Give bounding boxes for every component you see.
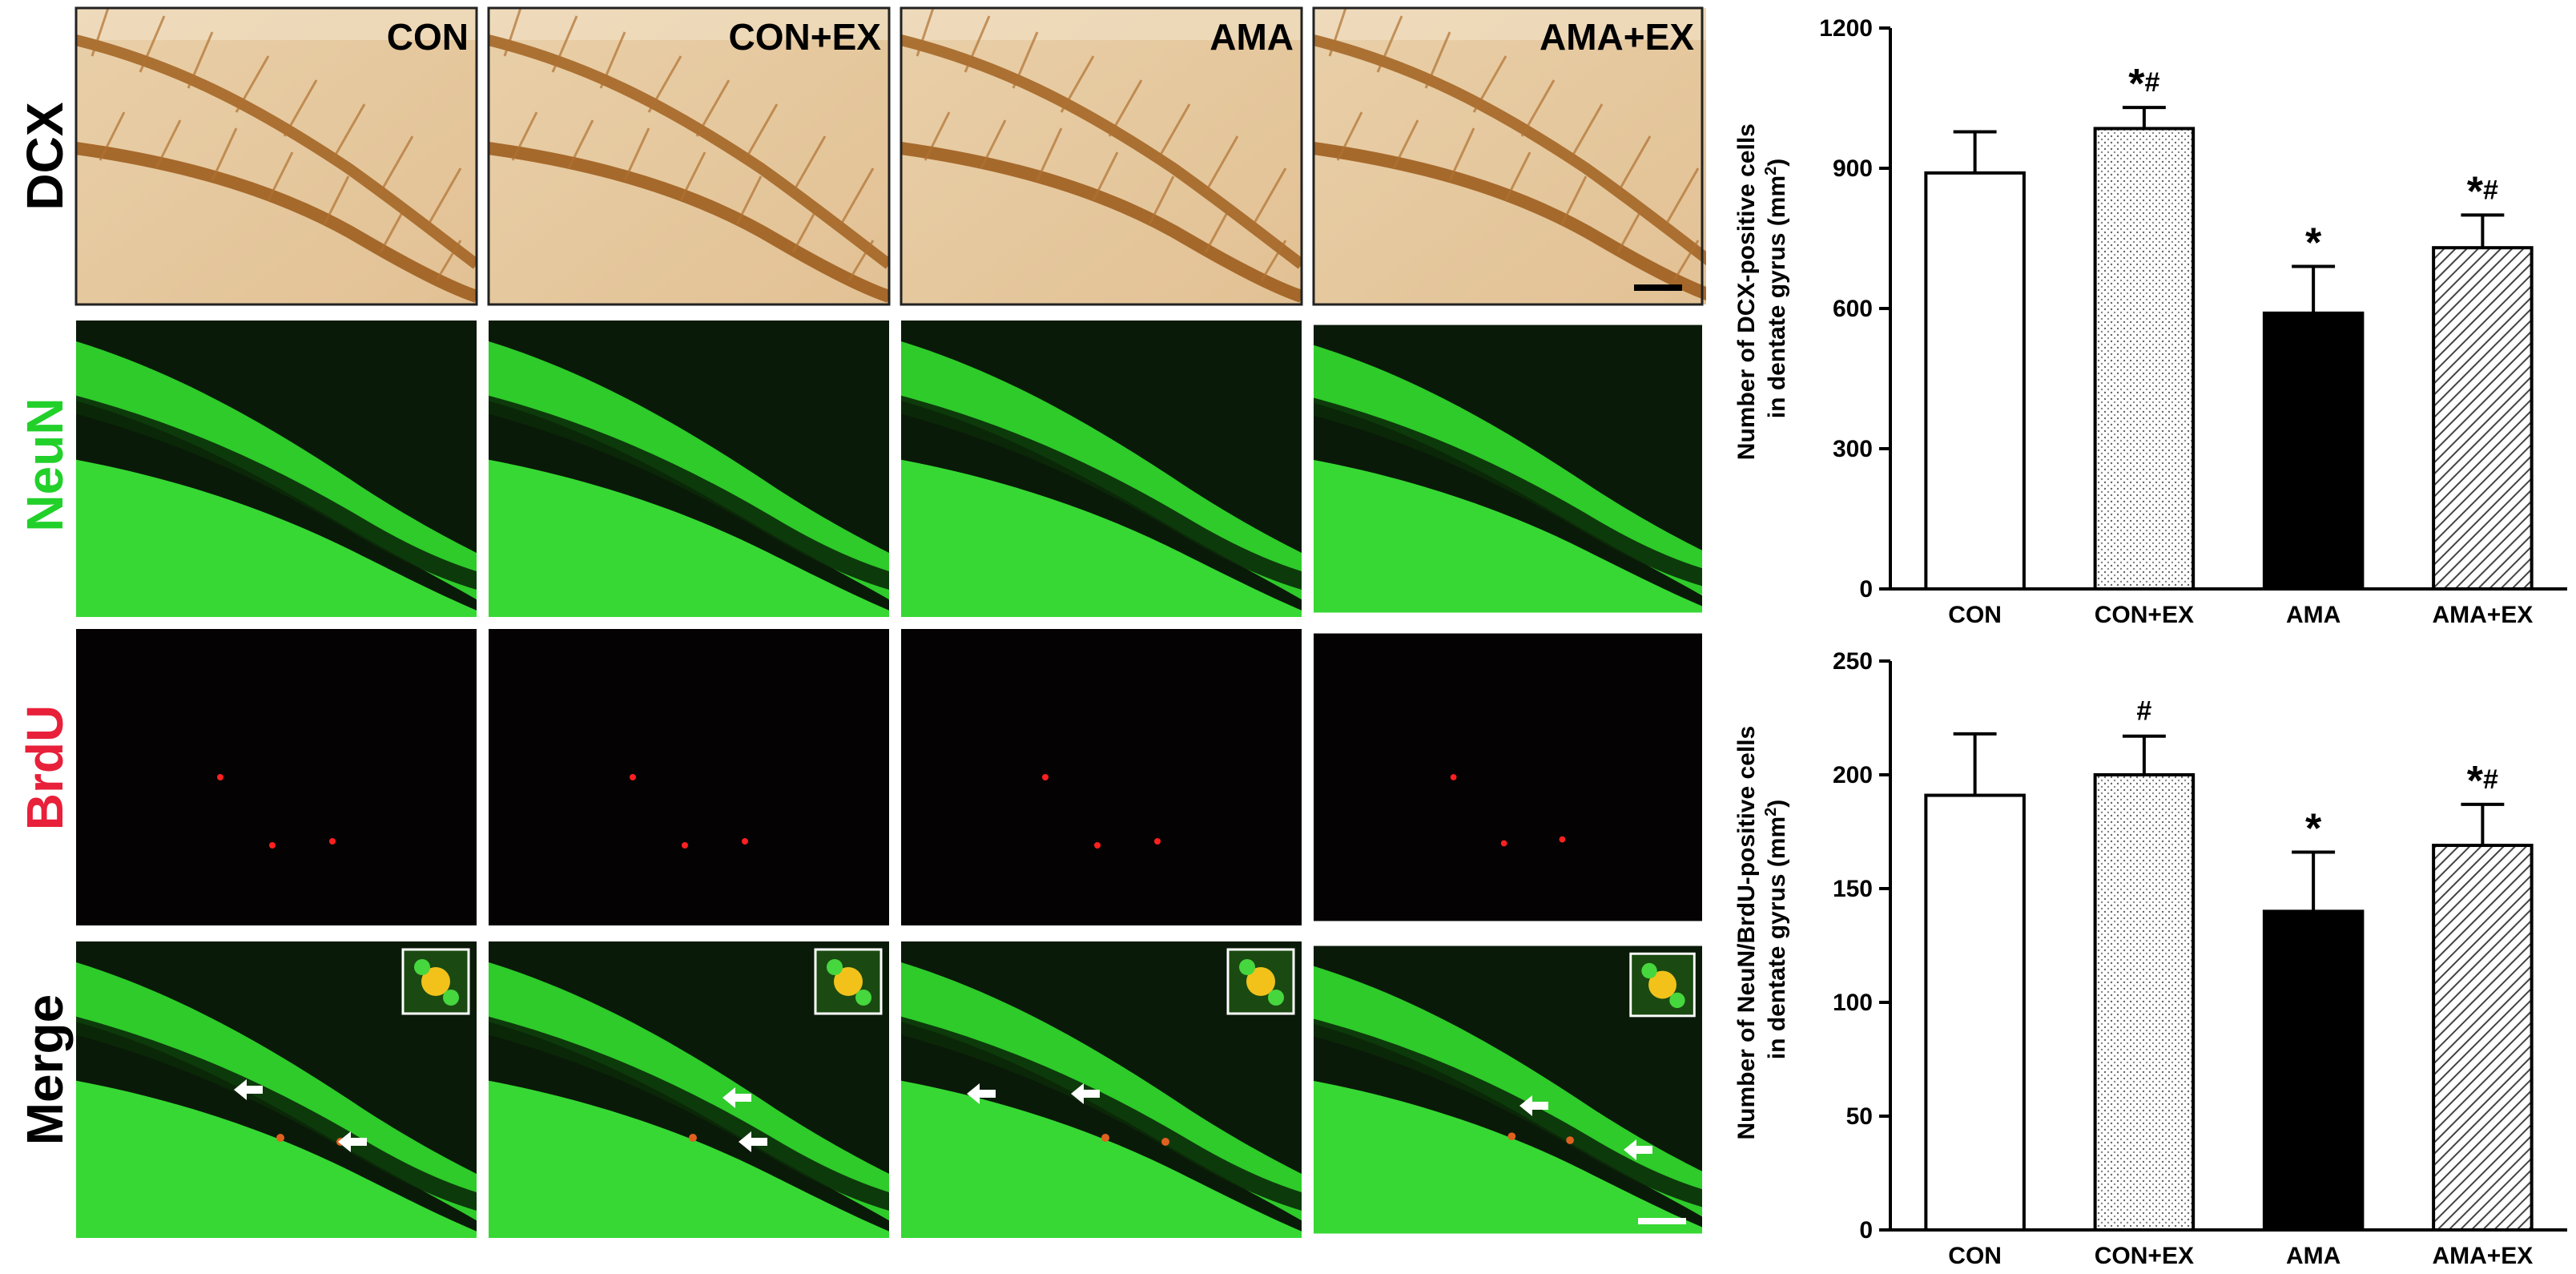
neun-brdu-x-tick-label: CON <box>1948 1243 2002 1269</box>
neun-row <box>60 321 1706 617</box>
neun-brdu-y-tick-label: 100 <box>1833 990 1873 1016</box>
dcx-row: CON CON+EX AMA AMA+EX <box>74 6 1706 306</box>
scale-bar <box>1634 284 1682 291</box>
neun-brdu-x-tick-label: AMA <box>2286 1243 2341 1269</box>
dcx-y-tick-label: 300 <box>1833 436 1873 462</box>
neun-brdu-bar-con <box>1924 793 2026 1232</box>
row-label-brdu: BrdU <box>16 705 74 830</box>
dcx-significance-marker: * <box>2305 220 2322 267</box>
neun-brdu-significance-marker: # <box>2136 696 2151 727</box>
dcx-bar-con-ex <box>2093 127 2196 591</box>
panel-title-con-ex: CON+EX <box>729 16 882 58</box>
neun-brdu-ylabel-base: in dentate gyrus (mm <box>1764 816 1790 1059</box>
neun-brdu-bar-ama <box>2262 909 2365 1232</box>
panel-title-ama: AMA <box>1210 16 1294 58</box>
neun-brdu-ylabel-line1: Number of NeuN/BrdU-positive cells <box>1733 726 1760 1140</box>
neun-brdu-y-tick-label: 0 <box>1859 1217 1873 1244</box>
neun-brdu-x-tick-label: AMA+EX <box>2432 1243 2533 1269</box>
neun-brdu-y-tick-label: 200 <box>1833 762 1873 788</box>
dcx-y-tick-label: 600 <box>1833 296 1873 322</box>
row-label-merge: Merge <box>16 994 74 1146</box>
scale-bar <box>1638 1218 1686 1224</box>
dcx-bar-con <box>1924 171 2026 591</box>
neun-brdu-y-axis-label: Number of NeuN/BrdU-positive cells in de… <box>1733 719 1790 1139</box>
panel-title-con: CON <box>387 16 469 58</box>
dcx-ylabel-sup: 2 <box>1762 167 1780 175</box>
dcx-significance-marker: *# <box>2467 168 2498 215</box>
neun-brdu-bar-ama-ex <box>2432 844 2534 1232</box>
dcx-ylabel-tail: ) <box>1764 159 1790 167</box>
neun-brdu-significance-marker: *# <box>2467 758 2498 804</box>
dcx-bar-ama <box>2262 311 2365 591</box>
dcx-bar-ama-ex <box>2432 246 2534 591</box>
neun-brdu-significance-marker: * <box>2305 806 2322 853</box>
dcx-y-tick-label: 1200 <box>1819 15 1873 42</box>
dcx-x-tick-label: CON <box>1948 602 2002 628</box>
dcx-x-tick-label: AMA <box>2286 602 2341 628</box>
neun-brdu-y-tick-label: 150 <box>1833 876 1873 902</box>
dcx-y-tick-label: 900 <box>1833 155 1873 182</box>
panel-title-ama-ex: AMA+EX <box>1540 16 1694 58</box>
dcx-ylabel-line2: in dentate gyrus (mm2) <box>1762 159 1790 419</box>
row-label-neun: NeuN <box>16 397 74 531</box>
dcx-ylabel-base: in dentate gyrus (mm <box>1764 175 1790 418</box>
neun-brdu-ylabel-sup: 2 <box>1762 808 1780 816</box>
dcx-y-tick-label: 0 <box>1859 576 1873 603</box>
neun-brdu-x-tick-label: CON+EX <box>2095 1243 2194 1269</box>
brdu-row <box>76 629 1702 925</box>
dcx-ylabel-line1: Number of DCX-positive cells <box>1733 123 1760 460</box>
neun-brdu-y-tick-label: 250 <box>1833 648 1873 675</box>
neun-brdu-bar-con-ex <box>2093 773 2196 1232</box>
neun-brdu-chart: Number of NeuN/BrdU-positive cells in de… <box>1733 648 2567 1269</box>
dcx-x-tick-label: CON+EX <box>2095 602 2194 628</box>
dcx-significance-marker: *# <box>2128 61 2159 107</box>
dcx-y-axis-label: Number of DCX-positive cells in dentate … <box>1733 117 1790 460</box>
micrograph-grid: DCX NeuN BrdU Merge CON CON+EX AMA AMA+E… <box>16 6 1706 1274</box>
dcx-chart: Number of DCX-positive cells in dentate … <box>1733 15 2567 628</box>
dcx-plot-area: 0 300 600 900 1200 CON CON+EX *# AMA * AMA+EX *# <box>1819 15 2567 628</box>
neun-brdu-ylabel-line2: in dentate gyrus (mm2) <box>1762 800 1790 1060</box>
neun-brdu-plot-area: 0 50 100 150 200 250 CON CON+EX # AMA * AMA+EX *# <box>1833 648 2567 1269</box>
merge-row <box>60 941 1706 1238</box>
row-label-dcx: DCX <box>16 102 74 210</box>
neun-brdu-y-tick-label: 50 <box>1846 1103 1873 1130</box>
dcx-x-tick-label: AMA+EX <box>2432 602 2533 628</box>
bar-charts: Number of DCX-positive cells in dentate … <box>1733 15 2567 1269</box>
neun-brdu-ylabel-tail: ) <box>1764 800 1790 808</box>
